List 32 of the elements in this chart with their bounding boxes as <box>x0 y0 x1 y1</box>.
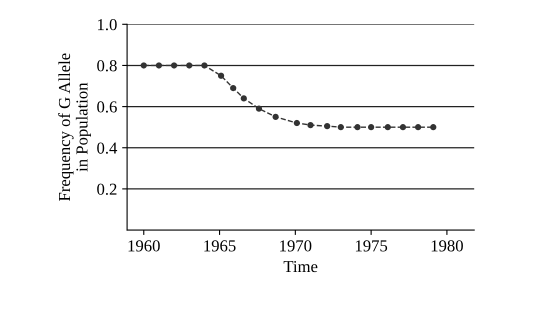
point <box>384 124 391 130</box>
point <box>218 72 224 79</box>
point <box>430 124 436 130</box>
y-tick-label: 0.6 <box>97 101 117 113</box>
point <box>368 124 374 130</box>
point <box>256 106 262 112</box>
point <box>201 62 208 69</box>
point <box>156 62 162 69</box>
point <box>230 84 236 92</box>
point <box>170 62 178 69</box>
point <box>240 95 247 102</box>
point <box>354 124 361 130</box>
x-axis-title: Time <box>284 260 318 272</box>
y-axis-title: Frequency of G Allele in Population <box>58 53 91 201</box>
y-tick-label: 1.0 <box>98 19 117 30</box>
y-tick-label: 0.4 <box>97 142 118 154</box>
point <box>307 122 314 128</box>
point <box>324 123 330 130</box>
x-tick-label: 1975 <box>356 240 388 252</box>
point <box>272 114 279 120</box>
point <box>400 124 406 130</box>
y-tick-label: 0.8 <box>97 60 117 72</box>
x-tick-label: 1960 <box>128 240 160 252</box>
x-tick-label: 1980 <box>432 240 463 252</box>
x-tick-label: 1970 <box>280 240 312 252</box>
x-tick-label: 1965 <box>204 240 236 252</box>
point <box>186 62 192 69</box>
point <box>140 62 147 69</box>
point <box>294 120 300 126</box>
point <box>414 124 422 130</box>
point <box>338 124 344 130</box>
y-tick-label: 0.2 <box>97 184 116 195</box>
